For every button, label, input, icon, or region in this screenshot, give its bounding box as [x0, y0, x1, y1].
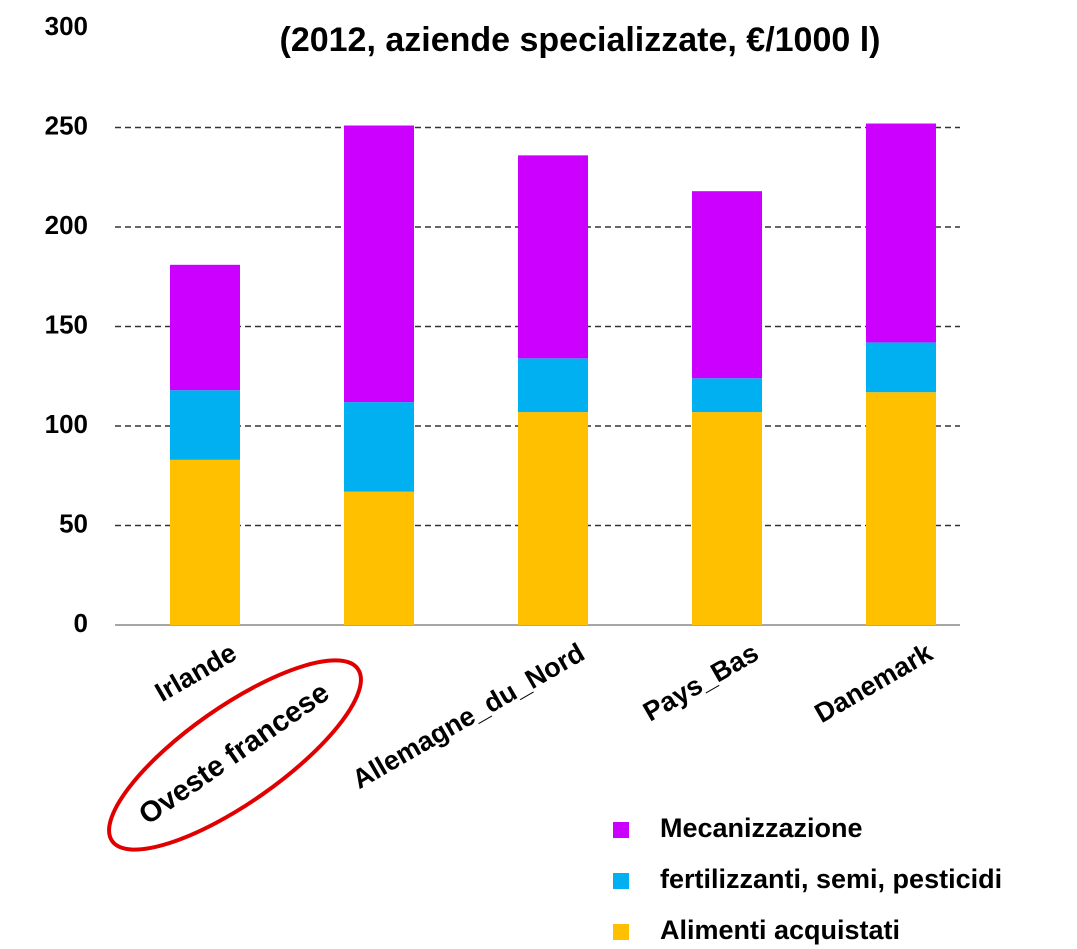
bar-segment — [866, 392, 936, 625]
legend-swatch — [613, 873, 629, 889]
y-tick-label: 100 — [45, 409, 88, 439]
y-tick-label: 200 — [45, 210, 88, 240]
legend-label: Mecanizzazione — [660, 813, 863, 843]
bar-segment — [170, 390, 240, 460]
x-tick-label: Allemagne_du_Nord — [347, 637, 589, 794]
bar-segment — [518, 412, 588, 625]
legend-swatch — [613, 822, 629, 838]
y-tick-label: 50 — [59, 508, 88, 538]
legend-swatch — [613, 924, 629, 940]
x-tick-label: Pays_Bas — [638, 637, 764, 727]
bar-segment — [692, 412, 762, 625]
legend-label: fertilizzanti, semi, pesticidi — [660, 864, 1002, 894]
bar-segment — [170, 264, 240, 391]
annotation-ellipse — [107, 658, 363, 852]
y-tick-label: 250 — [45, 110, 88, 140]
y-tick-label: 300 — [45, 11, 88, 41]
bar-segment — [518, 155, 588, 359]
bar-segment — [866, 123, 936, 343]
bar-segment — [344, 491, 414, 625]
legend-label: Alimenti acquistati — [660, 915, 900, 945]
y-tick-label: 0 — [74, 608, 88, 638]
x-tick-label: Danemark — [809, 637, 938, 729]
bar-segment — [692, 378, 762, 413]
y-tick-label: 150 — [45, 309, 88, 339]
bar-segment — [518, 358, 588, 413]
bar-segment — [344, 125, 414, 403]
bar-segment — [344, 402, 414, 492]
chart-title: (2012, aziende specializzate, €/1000 l) — [280, 21, 881, 59]
bar-segment — [866, 342, 936, 393]
bar-segment — [692, 191, 762, 379]
bar-segment — [170, 459, 240, 625]
x-tick-label: Irlande — [150, 637, 242, 707]
